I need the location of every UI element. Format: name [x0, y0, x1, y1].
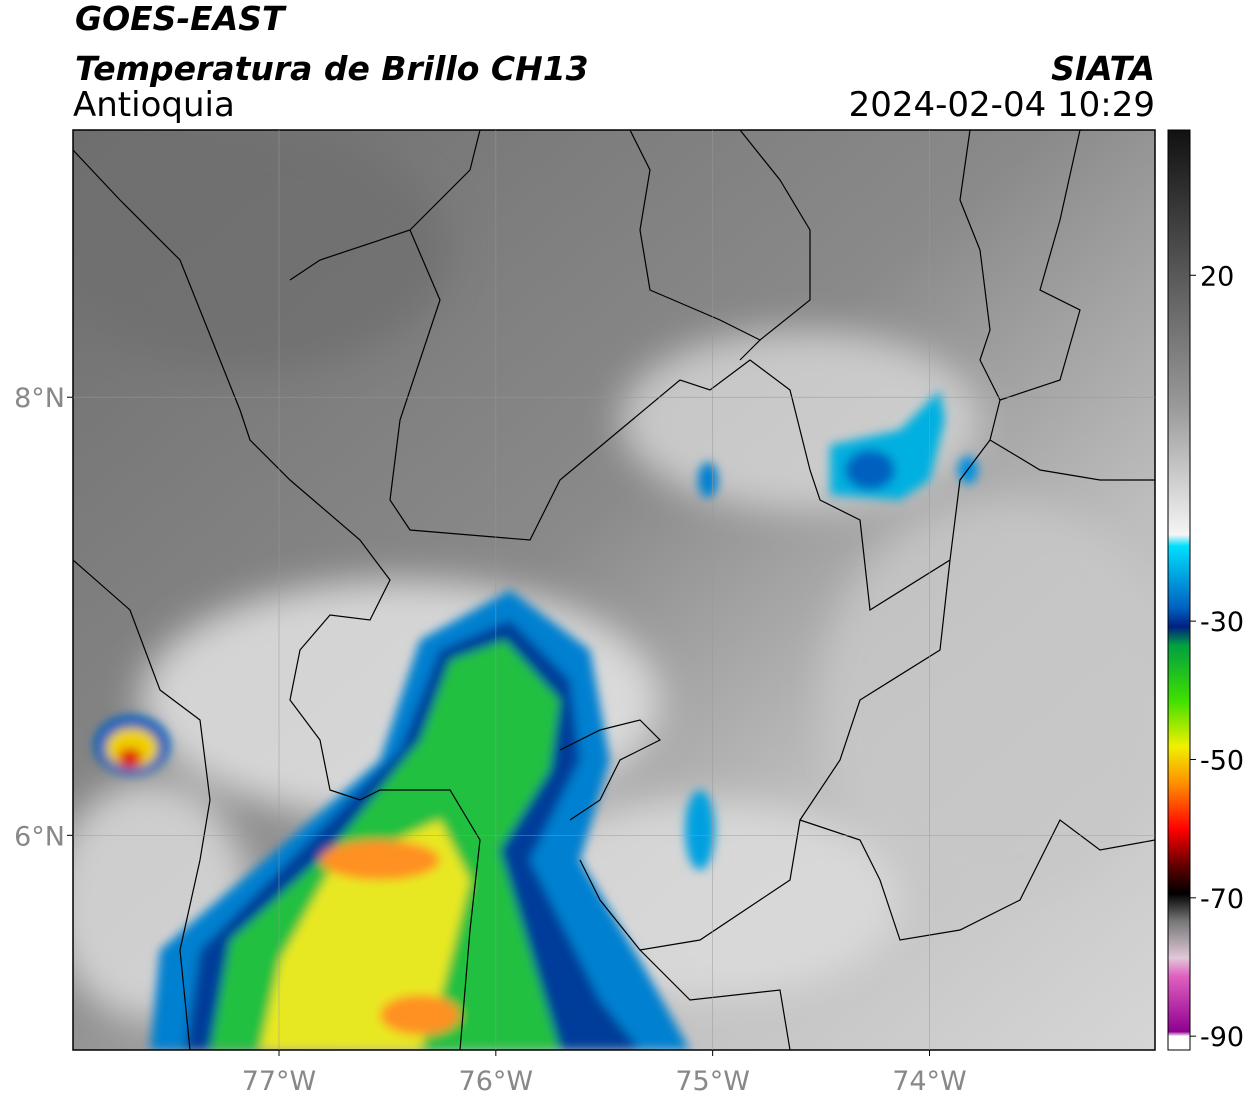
colorbar-tick-label: -90	[1200, 1022, 1244, 1053]
colorbar-tick-label: 20	[1200, 261, 1234, 292]
x-tick-label: 75°W	[675, 1066, 750, 1097]
colorbar-tick-label: -50	[1200, 745, 1244, 776]
x-tick-label: 76°W	[459, 1066, 534, 1097]
datetime: 2024-02-04 10:29	[849, 85, 1155, 125]
map-axes: 77°W 76°W 75°W 74°W 6°N 8°N	[14, 130, 1155, 1097]
y-tick-label: 6°N	[14, 821, 65, 852]
map-frame	[72, 129, 1156, 1051]
colorbar	[1167, 129, 1191, 1051]
region: Antioquia	[73, 85, 235, 125]
subtitle: Temperatura de Brillo CH13	[75, 49, 589, 88]
boundaries	[73, 130, 1155, 1050]
title: GOES-EAST	[75, 0, 287, 38]
x-tick-label: 74°W	[892, 1066, 967, 1097]
satellite-image	[73, 130, 1155, 1050]
y-tick-label: 8°N	[14, 383, 65, 414]
colorbar-axis: 20 -30 -50 -70 -90	[1190, 261, 1244, 1053]
colorbar-tick-label: -30	[1200, 607, 1244, 638]
colorbar-tick-label: -70	[1200, 884, 1244, 915]
x-tick-label: 77°W	[242, 1066, 317, 1097]
source: SIATA	[1051, 49, 1155, 88]
